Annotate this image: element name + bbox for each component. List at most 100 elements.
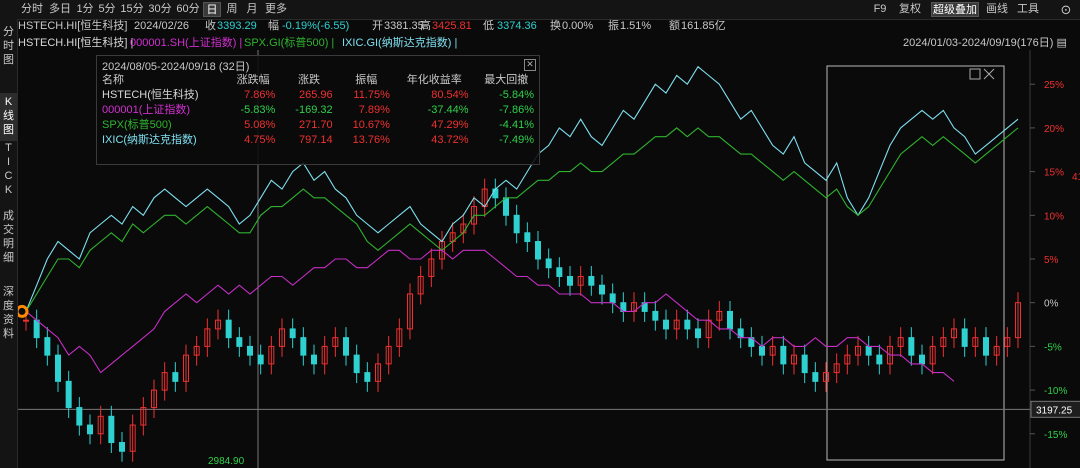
quote-low-label: 低 — [483, 20, 494, 32]
candle-body — [684, 319, 691, 330]
stats-value-cell: -4.41% — [499, 119, 534, 131]
candle-body — [855, 345, 861, 356]
candle-body — [65, 380, 72, 409]
stats-value-cell: 7.86% — [244, 89, 276, 101]
crosshair-price-box — [1030, 400, 1080, 418]
period-tab-4[interactable]: 15分 — [120, 3, 144, 15]
range-selection-box[interactable] — [826, 65, 1005, 461]
y-tick-label: 10% — [1044, 211, 1064, 222]
toolbar-right-btn-2[interactable]: 超级叠加 — [931, 2, 979, 17]
candle-body — [353, 354, 360, 374]
stats-value-cell: 10.67% — [352, 119, 390, 131]
candle-body — [268, 345, 275, 365]
candle-body — [567, 275, 573, 286]
period-tab-2[interactable]: 1分 — [76, 3, 94, 15]
candle-body — [343, 337, 349, 356]
stats-value-cell: 47.29% — [431, 119, 469, 131]
stats-name-cell: SPX(标普500) — [102, 119, 172, 131]
current-position-marker-icon[interactable] — [18, 304, 29, 318]
date-range-label[interactable]: 2024/01/03-2024/09/19(176日) ▤ — [903, 37, 1067, 49]
candle-body — [972, 337, 979, 347]
toolbar-right-btn-1[interactable]: 复权 — [899, 3, 921, 15]
stats-value-cell: -37.44% — [427, 104, 469, 116]
range-stats-table: 名称 涨跌幅 涨跌 振幅 年化收益率 最大回撤 HSTECH(恒生科技) 7.86% 265.9… — [97, 73, 539, 148]
sidebar-tab-char: K — [4, 96, 13, 108]
period-tab-1[interactable]: 多日 — [49, 3, 71, 15]
candle-body — [577, 275, 584, 286]
candle-body — [257, 354, 264, 365]
quote-turnover-label: 换 — [550, 20, 561, 32]
candle-body — [919, 354, 925, 365]
period-tab-10[interactable]: 更多 — [265, 3, 287, 15]
candle-body — [663, 319, 669, 330]
sidebar-tab-char: 资 — [3, 314, 14, 326]
sidebar-tab-char: 明 — [3, 238, 14, 250]
candle-body — [247, 345, 253, 356]
legend-item-2[interactable]: SPX.GI(标普500) | — [244, 37, 335, 49]
sidebar-tab-4[interactable]: 深度资料 — [0, 283, 17, 345]
candle-body — [279, 328, 285, 347]
close-range-icon[interactable] — [983, 68, 995, 80]
candle-body — [161, 372, 168, 391]
sidebar-tab-char: 图 — [3, 54, 14, 66]
sidebar-tab-3[interactable]: 成交明细 — [0, 207, 17, 269]
candle-body — [876, 354, 883, 365]
candle-body — [204, 328, 211, 347]
period-tab-8[interactable]: 周 — [226, 3, 238, 15]
range-stats-title: 2024/08/05-2024/09/18 (32日) — [102, 61, 250, 73]
quote-close-label: 收 — [205, 20, 216, 32]
more-options-icon[interactable]: ⊙ — [1060, 2, 1072, 17]
quote-close-value: 3393.29 — [217, 20, 257, 32]
sidebar-tab-char: K — [4, 184, 13, 196]
sidebar-tab-char: I — [6, 156, 11, 168]
toolbar-right-btn-0[interactable]: F9 — [873, 3, 887, 15]
stats-value-cell: -5.84% — [499, 89, 534, 101]
candle-body — [311, 354, 317, 365]
period-tab-9[interactable]: 月 — [246, 3, 258, 15]
candle-body — [535, 241, 541, 260]
candle-body — [364, 372, 371, 382]
candle-body — [865, 345, 872, 356]
toolbar-right-btn-4[interactable]: 工具 — [1017, 3, 1039, 15]
candle-body — [225, 319, 232, 339]
period-tab-7[interactable]: 日 — [203, 2, 221, 17]
y-tick-label: -10% — [1044, 386, 1067, 397]
quote-turnover-value: 0.00% — [562, 20, 594, 32]
stats-name-cell: 000001(上证指数) — [102, 104, 191, 116]
quote-open-label: 开 — [372, 20, 383, 32]
sidebar-tab-char: 度 — [3, 300, 14, 312]
candle-body — [375, 363, 381, 382]
candle-body — [983, 337, 989, 356]
y-tick-label: -15% — [1044, 430, 1067, 441]
top-toolbar: ⊙ 分时 多日 1分 5分 15分 30分 60分日周月更多 HSTECH.HI[恒生科技] 2… — [0, 0, 1080, 32]
period-tab-3[interactable]: 5分 — [98, 3, 116, 15]
y-tick-label: 25% — [1044, 80, 1064, 91]
extreme-price-label: 2984.90 — [208, 456, 245, 467]
price-chart[interactable]: 25% 20% 15% 10% 5% 0% -5% -10% -15% 3197.25 4162.5… — [18, 50, 1080, 468]
period-tab-6[interactable]: 60分 — [176, 3, 200, 15]
candle-body — [44, 337, 51, 356]
legend-item-3[interactable]: IXIC.GI(纳斯达克指数) | — [342, 37, 458, 49]
candle-body — [652, 310, 659, 321]
stats-header-row: 名称 涨跌幅 涨跌 振幅 年化收益率 最大回撤 — [97, 73, 539, 88]
candle-body — [833, 363, 840, 374]
legend-item-0[interactable]: HSTECH.HI[恒生科技] | — [18, 37, 134, 49]
stats-row: 000001(上证指数) -5.83% -169.32 7.89% -37.44% -7.… — [97, 103, 539, 118]
candle-body — [897, 337, 904, 347]
stats-value-cell: 7.89% — [358, 104, 390, 116]
sidebar-tab-0[interactable]: 分时图 — [0, 23, 17, 71]
legend-item-1[interactable]: 000001.SH(上证指数) | — [130, 37, 243, 49]
stats-header-cell: 名称 — [102, 74, 124, 86]
candle-body — [545, 258, 552, 269]
period-tab-0[interactable]: 分时 — [21, 3, 43, 15]
toolbar-right-btn-3[interactable]: 画线 — [986, 3, 1008, 15]
quote-change-label: 幅 — [268, 20, 279, 32]
close-icon[interactable]: ✕ — [524, 59, 536, 71]
y-tick-label: -5% — [1044, 342, 1062, 353]
candle-body — [812, 372, 819, 382]
period-tab-5[interactable]: 30分 — [148, 3, 172, 15]
maximize-icon[interactable] — [969, 68, 981, 80]
y-tick-label: 5% — [1044, 255, 1059, 266]
